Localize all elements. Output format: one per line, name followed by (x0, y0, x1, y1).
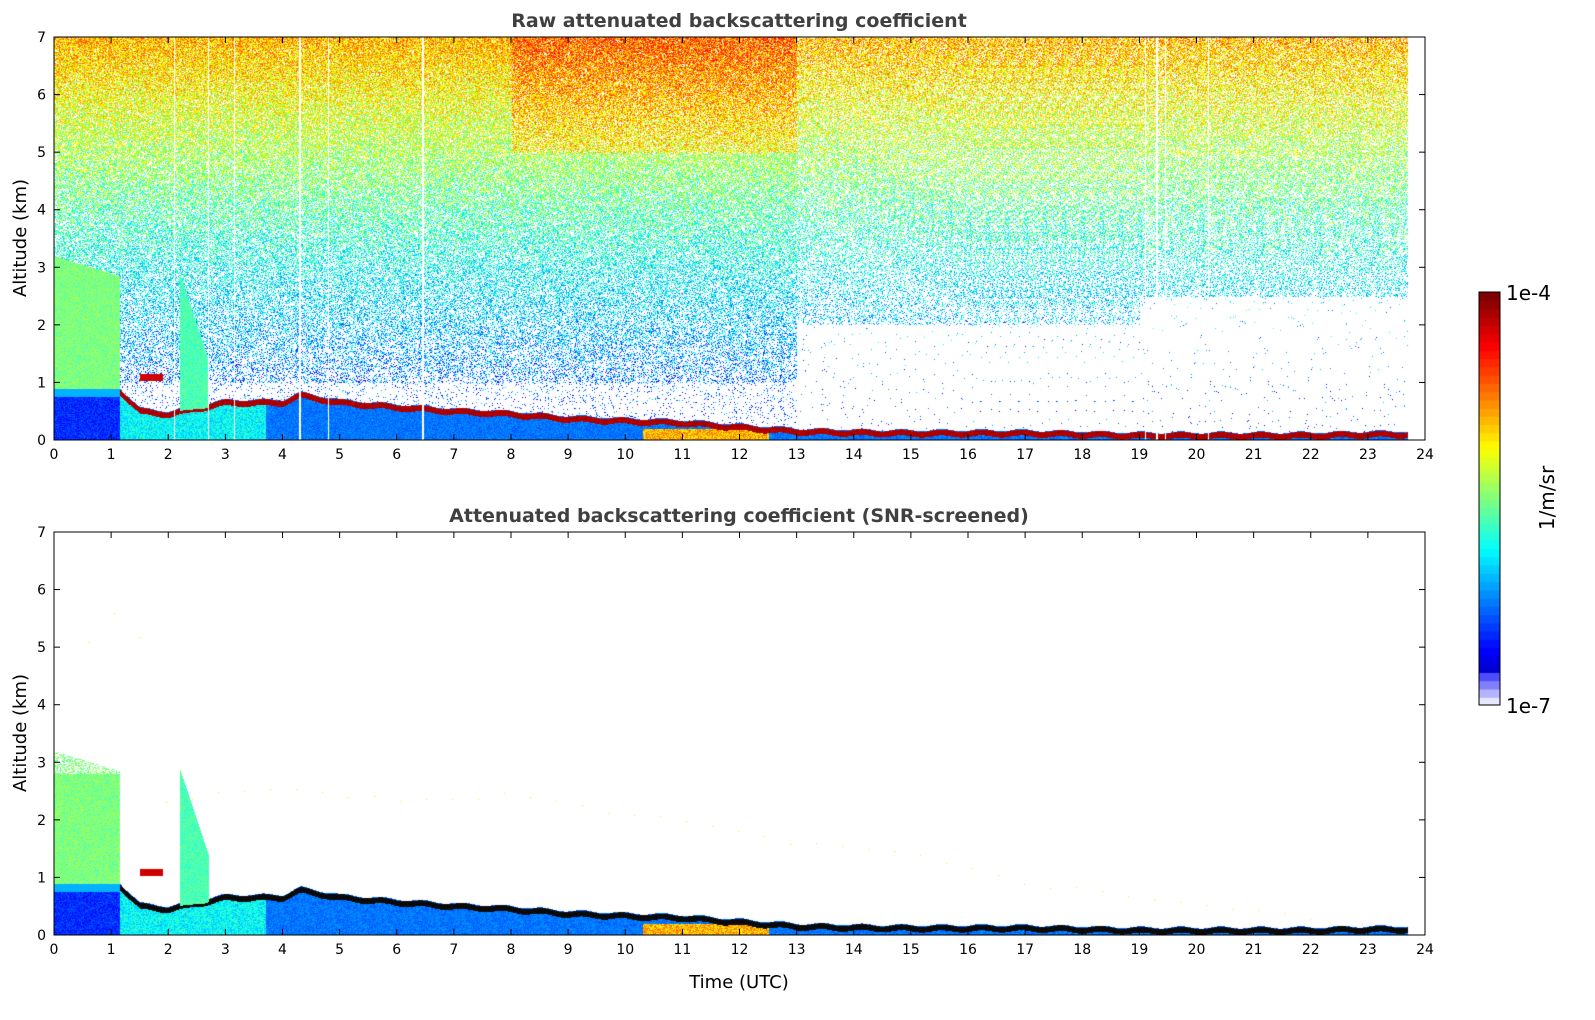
y-tick-label: 5 (37, 145, 46, 161)
x-tick-label: 13 (788, 447, 806, 463)
colorbar-frame (1478, 291, 1501, 706)
x-tick-label: 23 (1359, 447, 1377, 463)
colorbar (1479, 292, 1500, 705)
x-tick-label: 23 (1359, 942, 1377, 958)
x-tick-label: 15 (902, 942, 920, 958)
top-y-axis-label: Altitude (km) (10, 179, 31, 297)
y-tick-label: 5 (37, 640, 46, 656)
screened-backscatter-heatmap (54, 532, 1425, 935)
x-tick-label: 0 (50, 942, 59, 958)
x-tick-label: 19 (1130, 447, 1148, 463)
x-tick-label: 18 (1073, 942, 1091, 958)
x-tick-label: 24 (1416, 942, 1434, 958)
x-tick-label: 11 (673, 447, 691, 463)
y-tick-label: 4 (37, 203, 46, 219)
raw-backscatter-heatmap (54, 37, 1425, 440)
x-tick-label: 4 (278, 447, 287, 463)
colorbar-max-label: 1e-4 (1506, 281, 1551, 305)
x-tick-label: 19 (1130, 942, 1148, 958)
x-tick-label: 18 (1073, 447, 1091, 463)
x-tick-label: 1 (107, 942, 116, 958)
colorbar-unit-label: 1/m/sr (1535, 465, 1559, 530)
y-tick-label: 6 (37, 583, 46, 599)
x-tick-label: 21 (1245, 942, 1263, 958)
x-tick-label: 3 (221, 447, 230, 463)
x-tick-label: 7 (449, 447, 458, 463)
x-tick-label: 2 (164, 447, 173, 463)
x-tick-label: 16 (959, 942, 977, 958)
x-tick-label: 13 (788, 942, 806, 958)
x-tick-label: 4 (278, 942, 287, 958)
x-tick-label: 5 (335, 942, 344, 958)
colorbar-min-label: 1e-7 (1506, 694, 1551, 718)
y-tick-label: 7 (37, 30, 46, 46)
x-tick-label: 0 (50, 447, 59, 463)
top-axes: 0 1 2 3 4 5 6 7 8 9 10 11 12 13 14 15 16 17 18 19 20 21 22 23 24… (37, 30, 1434, 463)
x-tick-label: 14 (845, 942, 863, 958)
y-tick-label: 0 (37, 928, 46, 944)
y-tick-label: 2 (37, 813, 46, 829)
x-tick-label: 21 (1245, 447, 1263, 463)
y-tick-label: 7 (37, 525, 46, 541)
x-tick-label: 14 (845, 447, 863, 463)
x-tick-label: 8 (507, 447, 516, 463)
bottom-y-axis-label: Altitude (km) (10, 674, 31, 792)
plot-frame (53, 531, 1426, 936)
x-tick-label: 6 (392, 447, 401, 463)
x-tick-label: 17 (1016, 942, 1034, 958)
x-tick-label: 22 (1302, 447, 1320, 463)
x-tick-label: 24 (1416, 447, 1434, 463)
x-tick-label: 7 (449, 942, 458, 958)
x-tick-label: 11 (673, 942, 691, 958)
x-tick-label: 10 (616, 942, 634, 958)
x-tick-label: 6 (392, 942, 401, 958)
x-tick-label: 8 (507, 942, 516, 958)
x-tick-label: 9 (564, 447, 573, 463)
y-tick-label: 6 (37, 88, 46, 104)
x-tick-label: 3 (221, 942, 230, 958)
y-tick-label: 4 (37, 698, 46, 714)
y-tick-label: 2 (37, 318, 46, 334)
x-tick-label: 15 (902, 447, 920, 463)
y-tick-label: 0 (37, 433, 46, 449)
x-tick-label: 1 (107, 447, 116, 463)
x-tick-label: 16 (959, 447, 977, 463)
top-chart-title: Raw attenuated backscattering coefficien… (511, 10, 967, 32)
x-tick-label: 12 (731, 942, 749, 958)
x-tick-label: 22 (1302, 942, 1320, 958)
x-tick-label: 2 (164, 942, 173, 958)
y-tick-label: 1 (37, 870, 46, 886)
y-tick-label: 3 (37, 755, 46, 771)
x-tick-label: 5 (335, 447, 344, 463)
bottom-axes: 0 1 2 3 4 5 6 7 8 9 10 11 12 13 14 15 16 17 18 19 20 21 22 23 24… (37, 525, 1434, 958)
x-tick-label: 20 (1188, 447, 1206, 463)
y-tick-label: 1 (37, 375, 46, 391)
bottom-chart-title: Attenuated backscattering coefficient (S… (449, 505, 1029, 527)
x-tick-label: 20 (1188, 942, 1206, 958)
x-tick-label: 10 (616, 447, 634, 463)
x-tick-label: 9 (564, 942, 573, 958)
x-tick-label: 17 (1016, 447, 1034, 463)
plot-frame (53, 36, 1426, 441)
y-tick-label: 3 (37, 260, 46, 276)
x-tick-label: 12 (731, 447, 749, 463)
x-axis-label: Time (UTC) (688, 972, 789, 993)
